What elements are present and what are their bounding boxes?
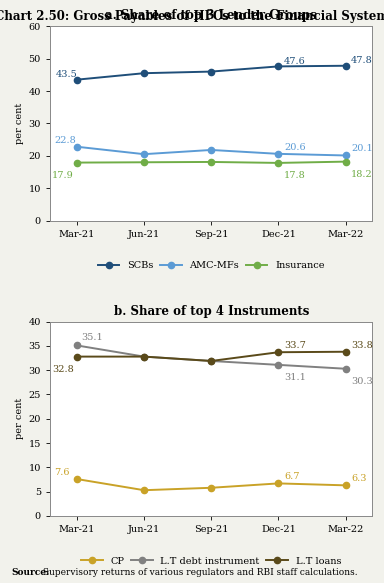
L.T loans (343, 348, 348, 355)
AMC-MFs (74, 143, 79, 150)
Text: 30.3: 30.3 (351, 377, 373, 386)
Insurance (343, 158, 348, 165)
Text: 43.5: 43.5 (56, 70, 78, 79)
Insurance (276, 159, 281, 166)
CP (74, 476, 79, 483)
L.T debt instrument (142, 353, 146, 360)
SCBs (74, 76, 79, 83)
SCBs (142, 70, 146, 77)
L.T debt instrument (74, 342, 79, 349)
Text: 6.7: 6.7 (284, 472, 300, 481)
Insurance (142, 159, 146, 166)
L.T loans (209, 357, 214, 364)
L.T loans (142, 353, 146, 360)
SCBs (209, 68, 214, 75)
L.T debt instrument (209, 357, 214, 364)
Legend: SCBs, AMC-MFs, Insurance: SCBs, AMC-MFs, Insurance (94, 257, 328, 274)
Y-axis label: per cent: per cent (15, 398, 24, 440)
Text: 20.6: 20.6 (284, 143, 306, 152)
CP (209, 484, 214, 491)
Title: a. Share of top 3 Lender Groups: a. Share of top 3 Lender Groups (105, 9, 317, 22)
L.T debt instrument (276, 361, 281, 368)
Text: 35.1: 35.1 (81, 333, 103, 342)
AMC-MFs (142, 150, 146, 157)
Text: 6.3: 6.3 (351, 474, 367, 483)
CP (276, 480, 281, 487)
Line: CP: CP (74, 476, 349, 493)
Text: 7.6: 7.6 (55, 468, 70, 477)
L.T loans (276, 349, 281, 356)
CP (142, 487, 146, 494)
Text: Source:: Source: (12, 568, 50, 577)
Line: L.T loans: L.T loans (74, 349, 349, 364)
AMC-MFs (276, 150, 281, 157)
L.T loans (74, 353, 79, 360)
Line: Insurance: Insurance (74, 159, 349, 166)
Text: 18.2: 18.2 (351, 170, 373, 179)
AMC-MFs (209, 146, 214, 153)
Text: Chart 2.50: Gross Payables of HFCs to the Financial System: Chart 2.50: Gross Payables of HFCs to th… (0, 10, 384, 23)
Legend: CP, L.T debt instrument, L.T loans: CP, L.T debt instrument, L.T loans (78, 553, 345, 570)
Text: 32.8: 32.8 (52, 365, 74, 374)
Text: 33.8: 33.8 (351, 340, 373, 350)
CP (343, 482, 348, 489)
Text: 20.1: 20.1 (351, 145, 373, 153)
Text: 47.6: 47.6 (284, 57, 306, 66)
L.T debt instrument (343, 365, 348, 373)
SCBs (276, 63, 281, 70)
Text: 22.8: 22.8 (55, 136, 76, 145)
Text: 17.8: 17.8 (284, 171, 306, 180)
SCBs (343, 62, 348, 69)
Insurance (74, 159, 79, 166)
Insurance (209, 159, 214, 166)
Text: 31.1: 31.1 (284, 373, 306, 382)
Text: Supervisory returns of various regulators and RBI staff calculations.: Supervisory returns of various regulator… (40, 568, 357, 577)
Line: SCBs: SCBs (74, 62, 349, 83)
AMC-MFs (343, 152, 348, 159)
Text: 17.9: 17.9 (52, 171, 74, 180)
Title: b. Share of top 4 Instruments: b. Share of top 4 Instruments (114, 305, 309, 318)
Text: 33.7: 33.7 (284, 341, 306, 350)
Text: 47.8: 47.8 (351, 56, 373, 65)
Line: L.T debt instrument: L.T debt instrument (74, 342, 349, 372)
Line: AMC-MFs: AMC-MFs (74, 143, 349, 159)
Y-axis label: per cent: per cent (15, 103, 24, 144)
